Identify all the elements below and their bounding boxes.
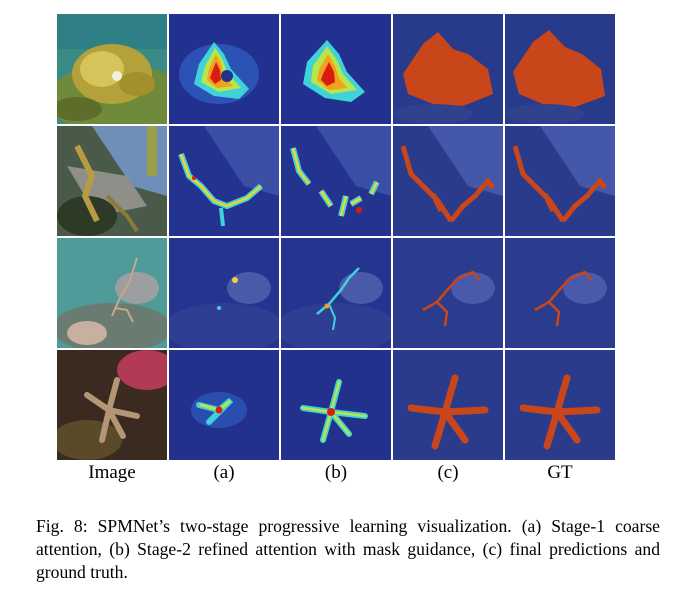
row1-stage2-attention bbox=[281, 14, 391, 124]
row1-prediction bbox=[393, 14, 503, 124]
row4-image bbox=[57, 350, 167, 460]
figure-caption: Fig. 8: SPMNet’s two-stage progressive l… bbox=[36, 516, 660, 582]
column-label-c: (c) bbox=[437, 462, 459, 483]
row3-image bbox=[57, 238, 167, 348]
column-label-a: (a) bbox=[213, 462, 235, 483]
row4-stage2-attention bbox=[281, 350, 391, 460]
row2-stage1-attention bbox=[169, 126, 279, 236]
row2-stage2-attention bbox=[281, 126, 391, 236]
row4-ground-truth bbox=[505, 350, 615, 460]
column-labels: Image (a) (b) (c) GT bbox=[57, 461, 614, 487]
row4-stage1-attention bbox=[169, 350, 279, 460]
column-label-b: (b) bbox=[324, 462, 348, 483]
column-label-image: Image bbox=[88, 462, 136, 483]
row3-prediction bbox=[393, 238, 503, 348]
figure-grid bbox=[57, 14, 615, 461]
row2-ground-truth bbox=[505, 126, 615, 236]
row3-stage2-attention bbox=[281, 238, 391, 348]
row4-prediction bbox=[393, 350, 503, 460]
row3-stage1-attention bbox=[169, 238, 279, 348]
row1-ground-truth bbox=[505, 14, 615, 124]
row2-prediction bbox=[393, 126, 503, 236]
row2-image bbox=[57, 126, 167, 236]
row1-stage1-attention bbox=[169, 14, 279, 124]
row1-image bbox=[57, 14, 167, 124]
row3-ground-truth bbox=[505, 238, 615, 348]
column-label-gt: GT bbox=[547, 462, 573, 483]
